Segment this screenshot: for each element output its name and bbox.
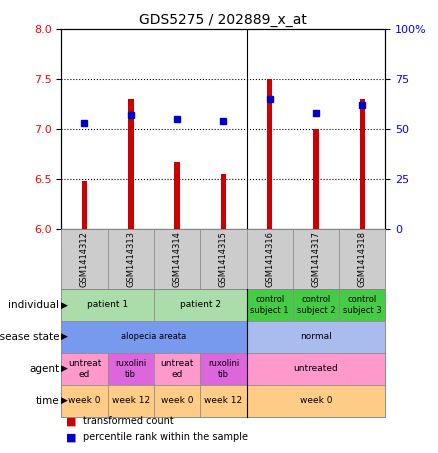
Text: disease state: disease state xyxy=(0,332,59,342)
Text: control
subject 1: control subject 1 xyxy=(251,295,289,314)
Text: week 0: week 0 xyxy=(68,396,101,405)
Text: patient 1: patient 1 xyxy=(87,300,128,309)
Text: alopecia areata: alopecia areata xyxy=(121,333,187,342)
Text: ▶: ▶ xyxy=(61,300,68,309)
Text: ▶: ▶ xyxy=(61,333,68,342)
Text: GSM1414312: GSM1414312 xyxy=(80,231,89,287)
Text: ▶: ▶ xyxy=(61,396,68,405)
Text: patient 2: patient 2 xyxy=(180,300,221,309)
Text: untreated: untreated xyxy=(293,364,339,373)
Text: untreat
ed: untreat ed xyxy=(160,359,194,379)
Text: GSM1414314: GSM1414314 xyxy=(173,231,182,287)
Bar xyxy=(360,99,365,229)
Text: week 12: week 12 xyxy=(112,396,150,405)
Text: agent: agent xyxy=(29,364,59,374)
Text: ■: ■ xyxy=(66,416,76,426)
Text: ruxolini
tib: ruxolini tib xyxy=(115,359,146,379)
Text: ■: ■ xyxy=(66,432,76,442)
Text: week 0: week 0 xyxy=(161,396,193,405)
Bar xyxy=(221,174,226,229)
Bar xyxy=(128,99,134,229)
Text: individual: individual xyxy=(8,300,59,310)
Text: transformed count: transformed count xyxy=(83,416,174,426)
Text: control
subject 2: control subject 2 xyxy=(297,295,335,314)
Text: GSM1414313: GSM1414313 xyxy=(126,231,135,287)
Text: GSM1414318: GSM1414318 xyxy=(358,231,367,287)
Text: GSM1414317: GSM1414317 xyxy=(311,231,321,287)
Text: GSM1414315: GSM1414315 xyxy=(219,231,228,287)
Text: GSM1414316: GSM1414316 xyxy=(265,231,274,287)
Text: week 12: week 12 xyxy=(204,396,243,405)
Text: normal: normal xyxy=(300,333,332,342)
Text: week 0: week 0 xyxy=(300,396,332,405)
Text: time: time xyxy=(35,396,59,406)
Text: percentile rank within the sample: percentile rank within the sample xyxy=(83,432,248,442)
Bar xyxy=(313,129,319,229)
Bar xyxy=(174,162,180,229)
Text: control
subject 3: control subject 3 xyxy=(343,295,381,314)
Bar xyxy=(82,181,87,229)
Text: untreat
ed: untreat ed xyxy=(68,359,101,379)
Text: ▶: ▶ xyxy=(61,364,68,373)
Title: GDS5275 / 202889_x_at: GDS5275 / 202889_x_at xyxy=(139,13,307,27)
Bar xyxy=(267,79,272,229)
Text: ruxolini
tib: ruxolini tib xyxy=(208,359,239,379)
